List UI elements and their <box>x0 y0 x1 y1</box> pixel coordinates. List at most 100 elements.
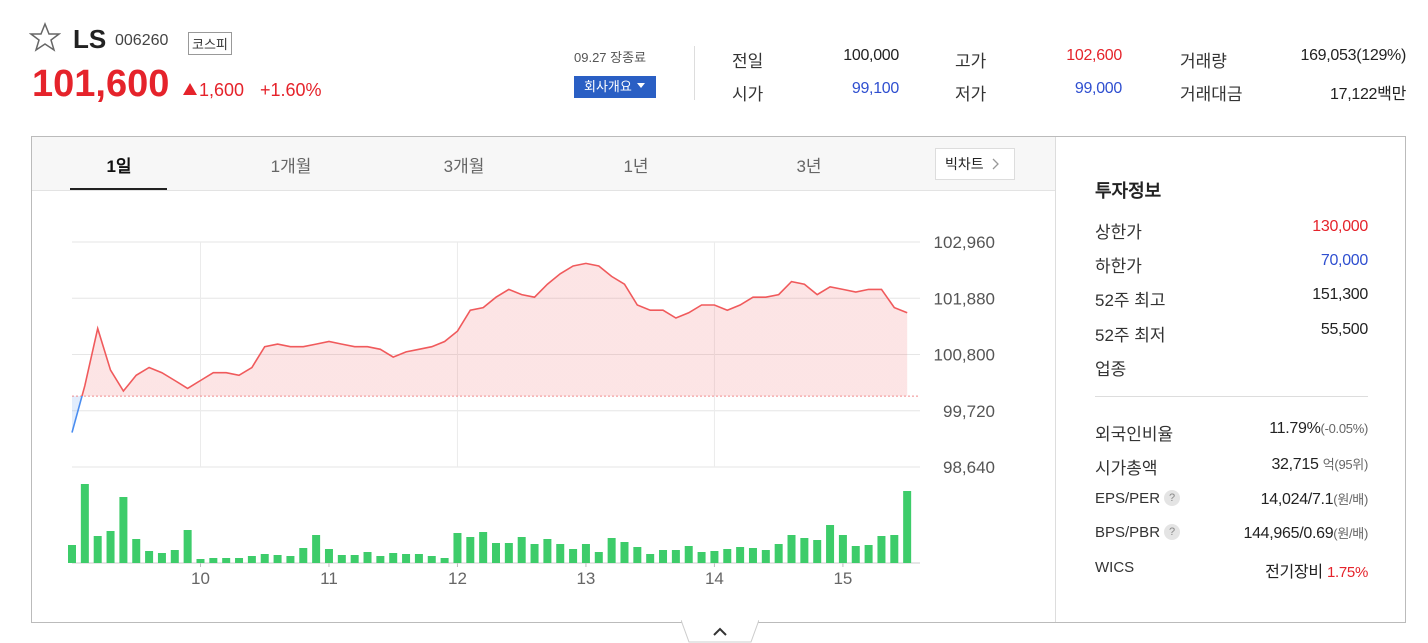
volume-bar <box>132 539 141 563</box>
volume-bar <box>157 553 166 563</box>
summary-value: 169,053(129%) <box>1300 47 1406 64</box>
market-status: 09.27 장종료 <box>574 50 647 65</box>
price-change-pct: +1.60% <box>260 80 322 100</box>
volume-bar <box>183 530 192 563</box>
tab[interactable]: 1개월 <box>270 157 312 176</box>
info-note: 1.75% <box>1326 564 1368 581</box>
volume-bar <box>145 551 154 563</box>
help-icon[interactable]: ? <box>1164 524 1181 540</box>
info-value: 151,300 <box>1312 286 1368 303</box>
info-label: 외국인비율 <box>1095 425 1174 444</box>
x-tick-label: 12 <box>448 569 467 588</box>
volume-bar <box>543 539 552 563</box>
summary-value: 102,600 <box>1066 47 1122 64</box>
up-arrow <box>183 83 197 95</box>
current-price: 101,600 <box>32 63 170 105</box>
volume-bar <box>556 544 565 563</box>
big-chart-label: 빅차트 <box>945 156 984 172</box>
help-icon[interactable]: ? <box>1164 490 1181 506</box>
info-label: EPS/PER <box>1095 490 1161 507</box>
volume-bar <box>761 550 770 563</box>
divider <box>1095 396 1368 397</box>
panel-title: 투자정보 <box>1095 181 1162 201</box>
volume-bar <box>723 549 732 563</box>
volume-bar <box>620 542 629 563</box>
info-value: 11.79% <box>1269 420 1321 437</box>
info-value: 70,000 <box>1320 252 1368 269</box>
info-value: 55,500 <box>1320 321 1368 338</box>
summary-label: 시가 <box>732 85 764 104</box>
price-line <box>71 262 908 433</box>
volume-bar <box>312 535 321 563</box>
volume-bar <box>260 554 269 563</box>
volume-bar <box>402 554 411 563</box>
volume-bar <box>492 543 500 563</box>
volume-bar <box>530 544 539 563</box>
info-value: 14,024/7.1 <box>1260 491 1334 508</box>
volume-bar <box>80 484 89 563</box>
volume-bar <box>659 550 668 563</box>
volume-bar <box>607 538 616 563</box>
market-badge: 코스피 <box>188 32 232 55</box>
volume-bar <box>838 535 847 563</box>
big-chart-button[interactable]: 빅차트 <box>935 148 1015 180</box>
info-label: 하한가 <box>1095 257 1142 276</box>
volume-bar <box>209 558 218 563</box>
chart-box: 1일 1개월 3개월 1년 3년 빅차트 투자정보 상한가 130,000 하한… <box>31 136 1406 623</box>
volume-bar <box>826 525 835 563</box>
info-label: 52주 최고 <box>1095 291 1166 310</box>
collapse-tab[interactable] <box>681 620 759 643</box>
info-note: (원/배) <box>1333 492 1368 507</box>
volume-bar <box>170 550 179 563</box>
price-change: 1,600 <box>199 80 245 100</box>
volume-bar <box>389 553 398 563</box>
tab[interactable]: 3년 <box>796 157 822 176</box>
volume-bar <box>877 536 886 563</box>
volume-bar <box>337 555 346 563</box>
info-label: 상한가 <box>1095 223 1142 242</box>
info-label: 시가총액 <box>1095 459 1158 478</box>
info-value: 32,715 <box>1271 456 1319 473</box>
volume-bar <box>222 558 231 563</box>
y-tick-label: 102,960 <box>934 233 995 252</box>
volume-bar <box>466 537 475 563</box>
info-value: 130,000 <box>1312 218 1368 235</box>
volume-bar <box>800 538 809 563</box>
company-button[interactable]: 회사개요 <box>574 76 656 98</box>
volume-bar <box>890 535 899 563</box>
tab[interactable]: 1년 <box>623 157 649 176</box>
summary-value: 99,100 <box>851 80 899 97</box>
volume-bar <box>68 545 76 563</box>
x-tick-label: 15 <box>833 569 852 588</box>
volume-bar <box>235 558 244 563</box>
volume-bar <box>196 559 205 563</box>
volume-bar <box>748 548 757 563</box>
summary-value: 100,000 <box>843 47 899 64</box>
x-tick-label: 11 <box>320 569 338 588</box>
volume-bar <box>273 555 282 563</box>
volume-bar <box>633 547 642 563</box>
tab[interactable]: 3개월 <box>443 157 485 176</box>
summary-label: 저가 <box>955 85 987 104</box>
divider <box>694 46 695 100</box>
volume-bar <box>864 545 873 563</box>
volume-bar <box>119 497 128 563</box>
volume-bar <box>106 531 115 563</box>
info-value: 144,965/0.69 <box>1243 525 1334 542</box>
volume-bar <box>324 549 333 563</box>
volume-bar <box>646 554 655 563</box>
x-tick-label: 10 <box>191 569 210 588</box>
favorite-star[interactable] <box>29 22 61 52</box>
dropdown-caret <box>636 83 645 88</box>
tab[interactable]: 1일 <box>106 157 132 176</box>
price-chart: 98,640 99,720 100,800 101,880 102,960 10 11 12 1… <box>68 233 995 588</box>
volume-bar <box>247 556 256 563</box>
volume-bar <box>350 555 359 563</box>
info-note: (원/배) <box>1333 526 1368 541</box>
info-label: WICS <box>1095 559 1135 576</box>
y-tick-label: 101,880 <box>934 289 995 308</box>
stock-code: 006260 <box>115 32 169 49</box>
y-tick-label: 100,800 <box>934 346 995 365</box>
info-value: 전기장비 <box>1265 564 1323 581</box>
